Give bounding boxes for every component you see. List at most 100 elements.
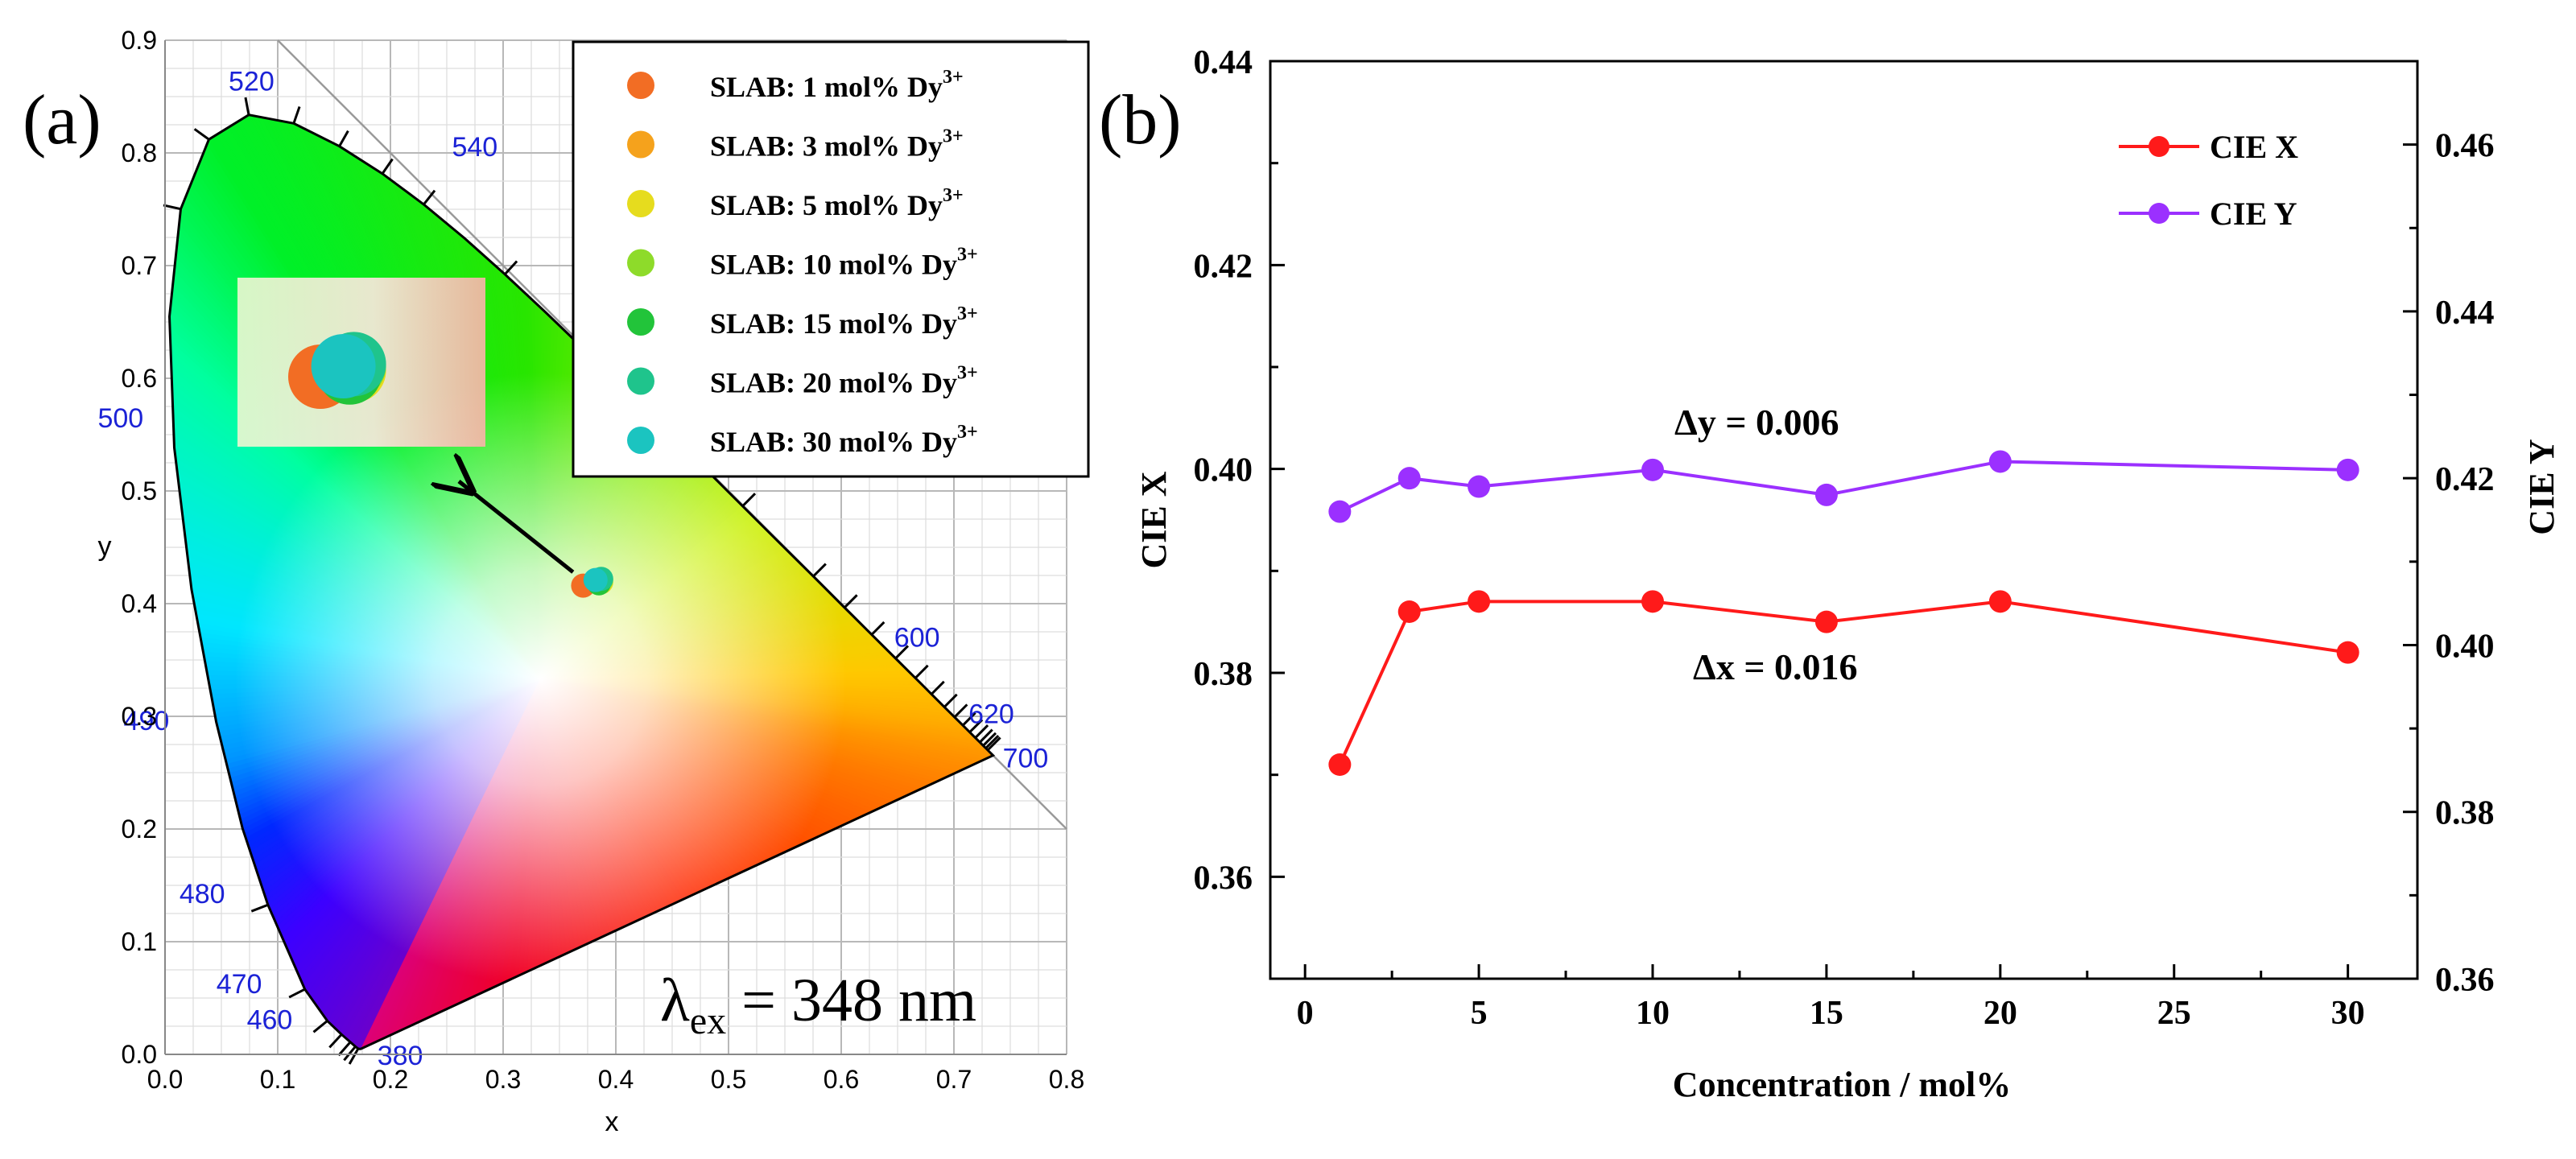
panel-b-ylabel-left: CIE X (1134, 471, 1174, 568)
panel-b-axes: 0 5 10 15 20 25 30 0.36 0.38 0.40 0.42 0.44 0.36 0.38… (1194, 44, 2495, 1032)
wavelength-tick (979, 728, 993, 744)
white-point-glow (234, 373, 847, 985)
x-tick-label: 25 (2157, 995, 2191, 1032)
legend-item: SLAB: 3 mol% Dy3+ (627, 126, 964, 163)
point-cie-y-10 (1641, 458, 1664, 481)
y-right-tick-label: 0.42 (2435, 461, 2495, 498)
wavelength-label-620: 620 (968, 699, 1014, 729)
legend-marker (627, 72, 654, 99)
legend-frame (572, 40, 1090, 478)
legend-label: SLAB: 20 mol% Dy3+ (710, 363, 978, 399)
y-left-tick-label: 0.36 (1194, 860, 1253, 897)
panel-a-axes: 0.0 0.1 0.2 0.3 0.4 0.5 0.6 0.7 0.8 0.0 0.1 0.2 0.3 0… (122, 26, 1085, 1094)
wavelength-tick (312, 1020, 328, 1033)
y-tick-label: 0.8 (122, 138, 157, 167)
wavelength-tick (381, 158, 394, 175)
y-right-tick-label: 0.38 (2435, 795, 2495, 832)
y-left-tick-label: 0.38 (1194, 656, 1253, 693)
cie-points (571, 567, 613, 598)
legend-label: SLAB: 30 mol% Dy3+ (710, 422, 978, 458)
panel-b-label: (b) (1099, 81, 1182, 159)
x-tick-label: 0.4 (598, 1065, 634, 1094)
wavelength-tick (985, 735, 1000, 749)
wavelength-tick (943, 693, 958, 708)
wavelength-ticks (163, 97, 1001, 1065)
point-cie-y-3 (1397, 467, 1421, 490)
panel-b-ylabel-right: CIE Y (2522, 439, 2562, 534)
y-tick-label: 0.5 (122, 476, 157, 505)
wavelength-tick (244, 97, 250, 115)
wavelength-label-700: 700 (1003, 744, 1049, 774)
point-cie-x-20 (1988, 590, 2012, 613)
wavelength-label-490: 490 (124, 706, 170, 736)
x-tick-label: 0.8 (1049, 1065, 1084, 1094)
legend-marker (627, 130, 654, 159)
wavelength-tick (812, 563, 827, 578)
x-tick-label: 0.5 (711, 1065, 746, 1094)
legend-label: SLAB: 1 mol% Dy3+ (710, 67, 964, 103)
wavelength-tick (986, 736, 1001, 752)
panel-a-label: (a) (23, 81, 101, 159)
x-tick-label: 0.6 (824, 1065, 859, 1094)
wavelength-label-460: 460 (247, 1004, 293, 1035)
panel-b-legend: CIE X CIE Y (2119, 129, 2298, 232)
lambda-subscript: ex (690, 1000, 726, 1042)
point-cie-y-15 (1814, 483, 1838, 506)
panel-a-xlabel: x (605, 1107, 619, 1137)
x-tick-label: 5 (1471, 995, 1488, 1032)
panel-a-ylabel: y (98, 531, 112, 562)
legend: SLAB: 1 mol% Dy3+ SLAB: 3 mol% Dy3+ SLAB: … (572, 40, 1090, 478)
panel-b-series (1328, 450, 2359, 776)
point-cie-x-3 (1397, 600, 1421, 623)
wavelength-label-480: 480 (180, 879, 225, 909)
excitation-annotation: λex = 348 nm (660, 967, 976, 1042)
wavelength-tick (741, 493, 757, 507)
wavelength-label-380: 380 (378, 1041, 423, 1071)
legend-cie-x: CIE X (2119, 129, 2298, 165)
y-left-tick-label: 0.40 (1194, 452, 1253, 489)
wavelength-tick (961, 711, 976, 727)
legend-item: SLAB: 30 mol% Dy3+ (627, 422, 978, 458)
y-tick-label: 0.9 (122, 26, 157, 55)
legend-label: SLAB: 10 mol% Dy3+ (710, 245, 978, 281)
wavelength-tick (423, 189, 436, 205)
panel-b-xlabel: Concentration / mol% (1673, 1065, 2011, 1104)
panel-b-concentration-plot: (b) 0 5 10 15 20 25 30 0.36 0.38 0.40 0.42 0.44 0.36… (1099, 44, 2562, 1104)
legend-item: SLAB: 1 mol% Dy3+ (627, 67, 964, 103)
point-cie-y-1 (1328, 500, 1352, 523)
wavelength-tick (338, 130, 349, 147)
wavelength-tick (894, 645, 910, 660)
wavelength-tick (914, 664, 929, 679)
y-tick-label: 0.4 (122, 589, 157, 618)
wavelength-tick (953, 703, 968, 719)
legend-label: SLAB: 15 mol% Dy3+ (710, 303, 978, 340)
x-tick-label: 0.3 (485, 1065, 521, 1094)
excitation-value: = 348 nm (726, 967, 976, 1034)
y-tick-label: 0.3 (122, 702, 157, 731)
legend-item: SLAB: 20 mol% Dy3+ (627, 363, 978, 399)
point-cie-y-30 (2336, 458, 2359, 481)
wavelength-tick (163, 204, 181, 211)
x-tick-label: 20 (1984, 995, 2017, 1032)
x-tick-label: 0 (1297, 995, 1314, 1032)
wavelength-tick (328, 1033, 343, 1049)
x-tick-label: 30 (2331, 995, 2365, 1032)
x-tick-label: 0.0 (147, 1065, 183, 1094)
y-right-tick-label: 0.36 (2435, 962, 2495, 999)
legend-item: SLAB: 15 mol% Dy3+ (627, 303, 978, 340)
wavelength-labels: 380 460 470 480 490 500 520 540 600 620 700 (97, 67, 1048, 1071)
delta-y-annotation: Δy = 0.006 (1674, 402, 1839, 443)
inset-point-7 (311, 334, 376, 398)
x-tick-label: 10 (1636, 995, 1670, 1032)
zoom-arrow (459, 481, 575, 574)
wavelength-label-470: 470 (217, 969, 262, 1000)
wavelength-tick (931, 680, 945, 695)
wavelength-tick (193, 128, 210, 141)
y-right-tick-label: 0.40 (2435, 628, 2495, 665)
wavelength-label-540: 540 (452, 132, 497, 163)
legend-item: SLAB: 10 mol% Dy3+ (627, 245, 978, 281)
delta-x-annotation: Δx = 0.016 (1693, 646, 1858, 687)
x-tick-label: 15 (1810, 995, 1843, 1032)
wavelength-tick (843, 594, 858, 608)
